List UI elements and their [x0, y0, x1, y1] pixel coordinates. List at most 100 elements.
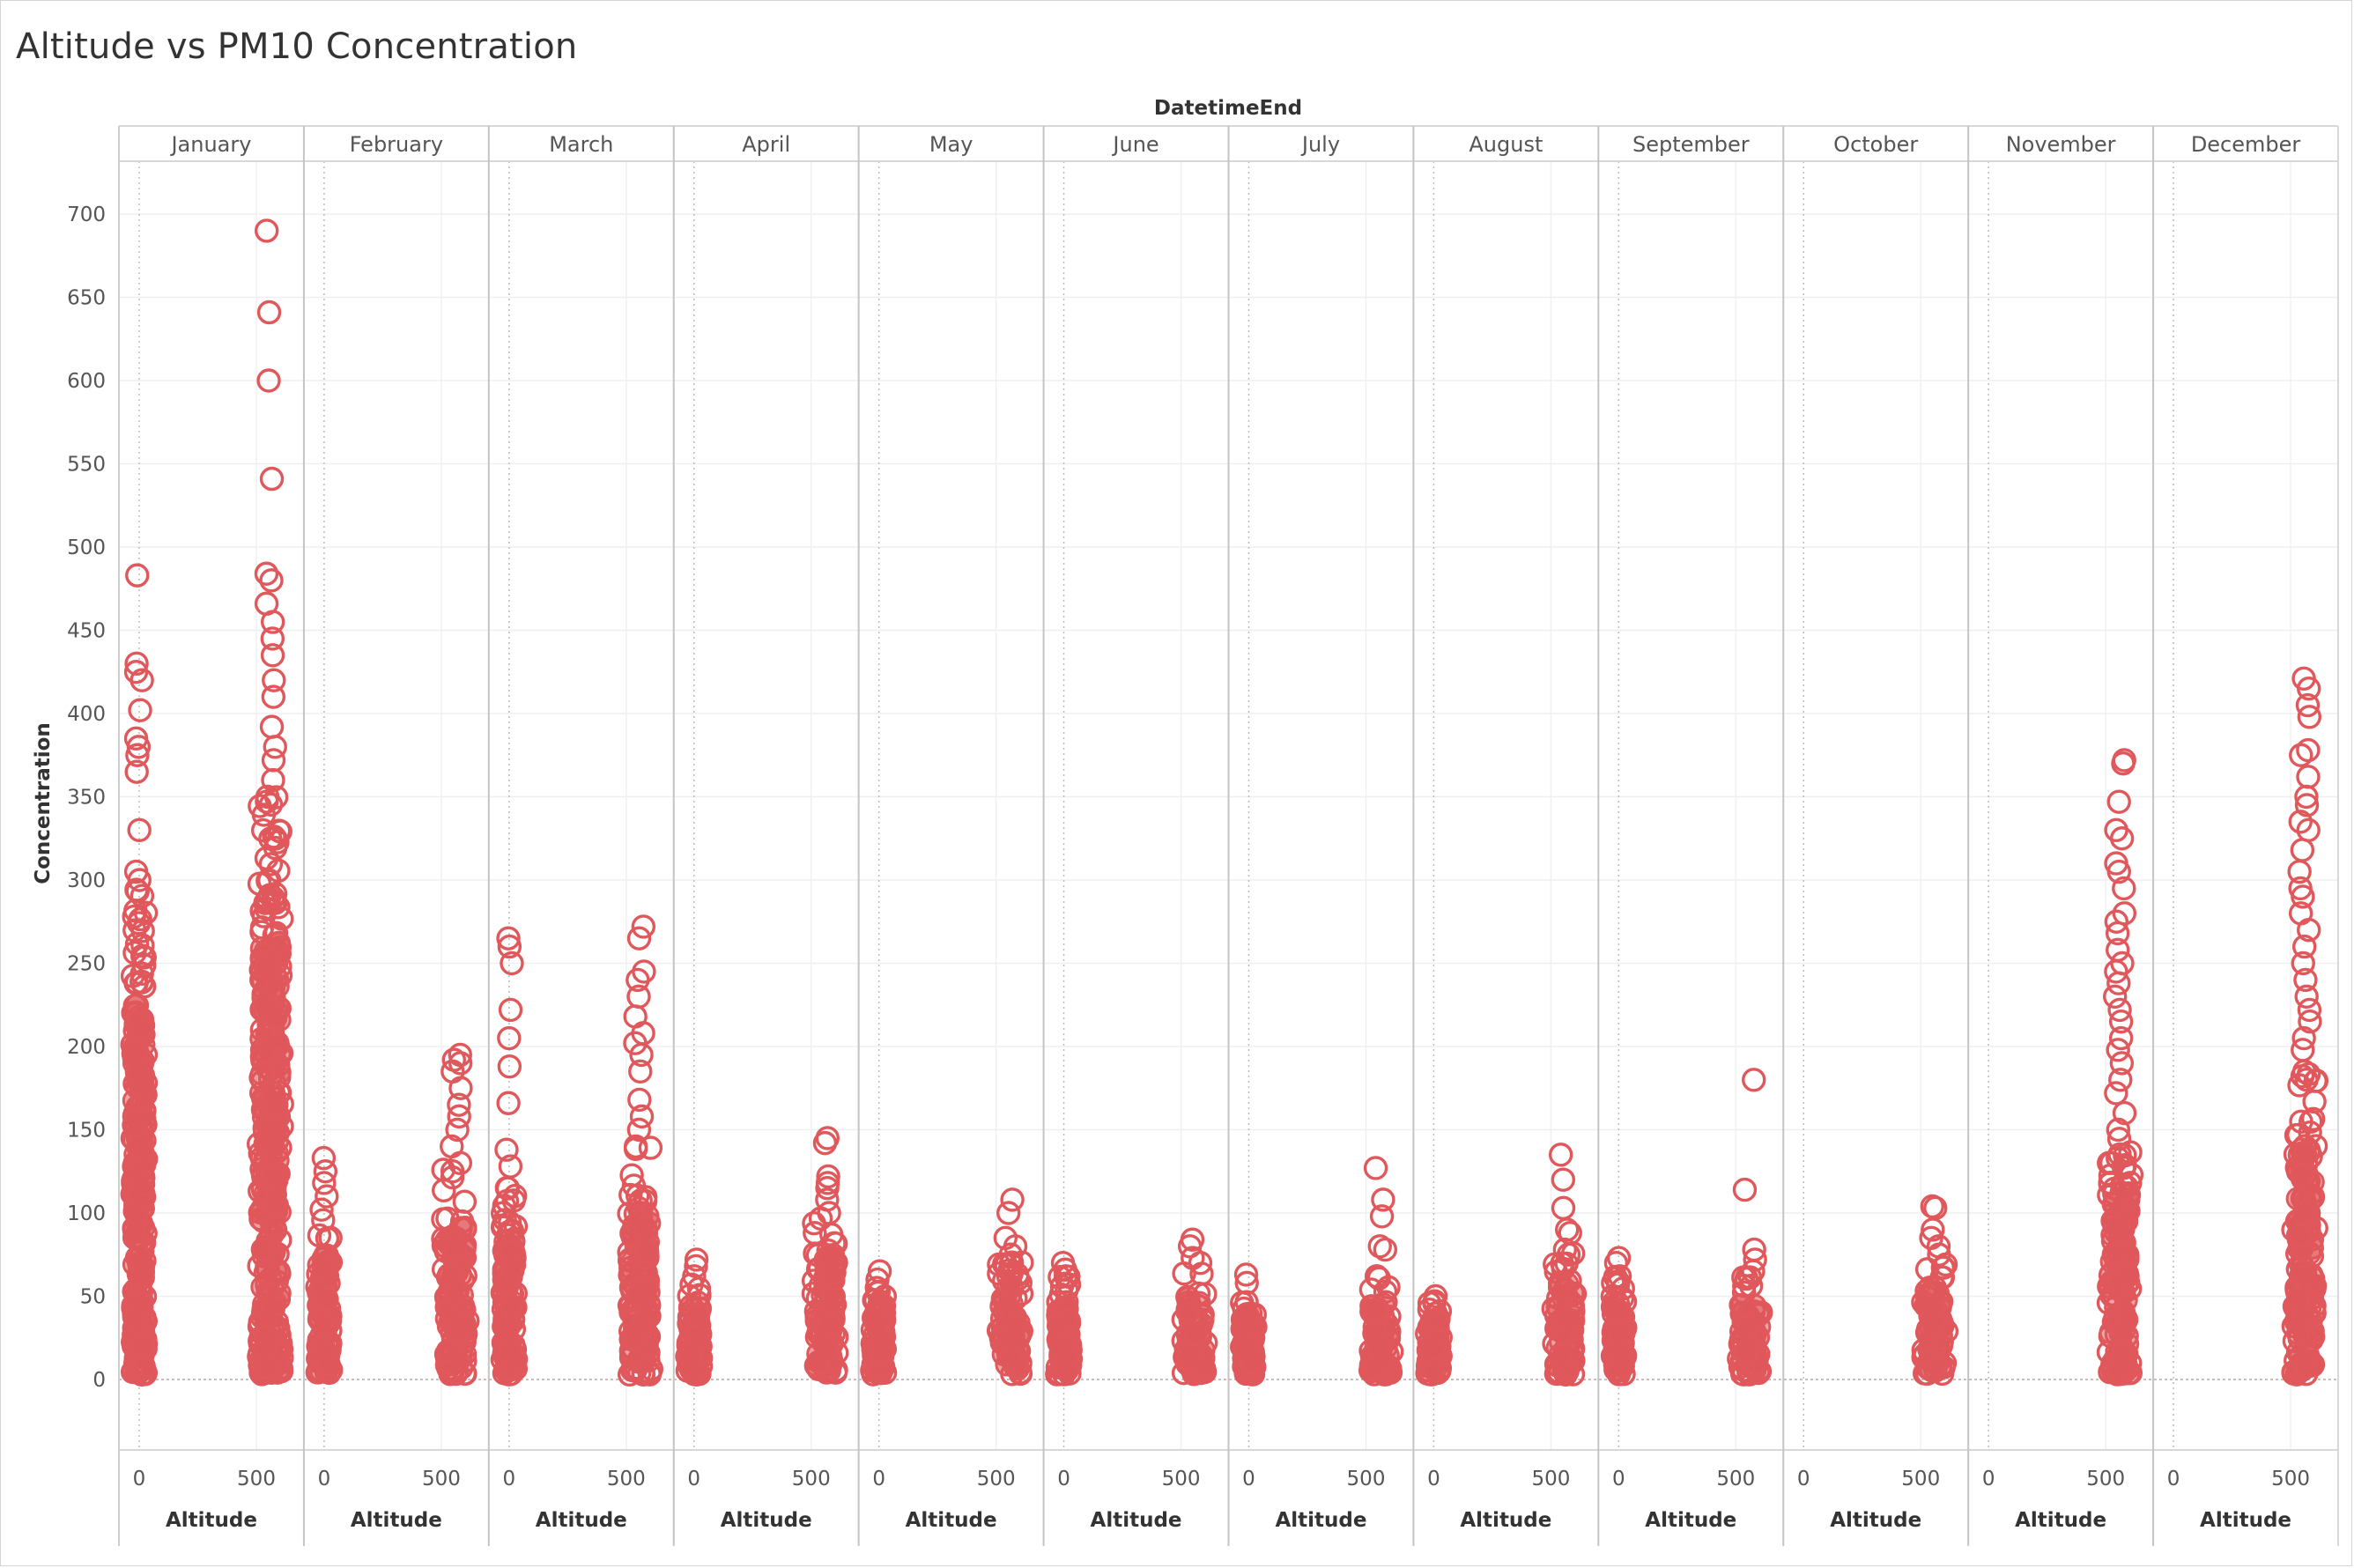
- data-point-outlier[interactable]: [2112, 876, 2136, 901]
- data-point-outlier[interactable]: [124, 759, 149, 784]
- data-point-outlier[interactable]: [2296, 917, 2321, 943]
- data-point[interactable]: [2300, 1106, 2326, 1132]
- data-point-outlier[interactable]: [260, 610, 285, 634]
- data-point-outlier[interactable]: [817, 1201, 841, 1225]
- data-point-outlier[interactable]: [996, 1201, 1021, 1225]
- data-point-outlier[interactable]: [1188, 1250, 1213, 1276]
- data-point-outlier[interactable]: [2109, 1051, 2135, 1076]
- data-point-outlier[interactable]: [261, 684, 286, 709]
- data-point[interactable]: [818, 1312, 843, 1336]
- data-point-outlier[interactable]: [864, 1276, 889, 1300]
- data-point[interactable]: [989, 1306, 1014, 1331]
- data-point-outlier[interactable]: [629, 1104, 655, 1129]
- data-point[interactable]: [2290, 1162, 2314, 1187]
- data-point[interactable]: [1241, 1350, 1266, 1374]
- data-point[interactable]: [311, 1208, 336, 1232]
- data-point[interactable]: [2293, 1202, 2318, 1226]
- data-point-outlier[interactable]: [447, 1092, 471, 1117]
- data-point-outlier[interactable]: [2293, 967, 2318, 993]
- data-point-outlier[interactable]: [1548, 1143, 1573, 1167]
- data-point-outlier[interactable]: [125, 563, 150, 588]
- data-point[interactable]: [122, 918, 147, 943]
- data-point-outlier[interactable]: [1607, 1264, 1632, 1289]
- data-point[interactable]: [127, 1244, 152, 1268]
- data-point-outlier[interactable]: [1371, 1187, 1395, 1212]
- data-point-outlier[interactable]: [259, 466, 285, 492]
- data-point[interactable]: [2285, 1287, 2310, 1312]
- data-point-outlier[interactable]: [260, 643, 285, 668]
- data-point-outlier[interactable]: [497, 1025, 522, 1051]
- data-point-outlier[interactable]: [1558, 1220, 1582, 1246]
- data-point-outlier[interactable]: [263, 735, 287, 759]
- data-point[interactable]: [638, 1135, 663, 1160]
- data-point-outlier[interactable]: [1233, 1262, 1259, 1287]
- data-point-outlier[interactable]: [128, 698, 152, 722]
- data-point-outlier[interactable]: [127, 868, 152, 892]
- data-point[interactable]: [2109, 1180, 2134, 1205]
- data-point-outlier[interactable]: [2289, 743, 2313, 767]
- data-point-outlier[interactable]: [254, 561, 279, 586]
- data-point-outlier[interactable]: [313, 1159, 338, 1184]
- data-point[interactable]: [1607, 1338, 1632, 1363]
- data-point-outlier[interactable]: [1364, 1264, 1389, 1289]
- data-point[interactable]: [1604, 1298, 1629, 1322]
- data-point[interactable]: [445, 1317, 470, 1342]
- data-point[interactable]: [128, 1291, 152, 1315]
- data-point-outlier[interactable]: [2112, 1100, 2137, 1126]
- data-point-outlier[interactable]: [2106, 789, 2131, 814]
- data-point[interactable]: [1735, 1315, 1759, 1340]
- data-point[interactable]: [1923, 1358, 1948, 1383]
- data-point-outlier[interactable]: [2291, 1059, 2317, 1084]
- data-point[interactable]: [2110, 1342, 2135, 1367]
- data-point-outlier[interactable]: [1363, 1156, 1388, 1180]
- data-point[interactable]: [1183, 1320, 1208, 1345]
- data-point[interactable]: [261, 1164, 285, 1188]
- data-point[interactable]: [316, 1352, 341, 1377]
- data-point[interactable]: [998, 1346, 1023, 1371]
- data-point-outlier[interactable]: [497, 1054, 522, 1079]
- data-point-outlier[interactable]: [130, 668, 154, 692]
- data-point[interactable]: [2106, 1127, 2132, 1151]
- data-point-outlier[interactable]: [448, 1051, 473, 1076]
- data-point[interactable]: [126, 1060, 151, 1084]
- data-point-outlier[interactable]: [2291, 1025, 2316, 1051]
- data-point[interactable]: [863, 1312, 888, 1336]
- data-point[interactable]: [1730, 1292, 1755, 1317]
- data-point[interactable]: [122, 904, 146, 929]
- data-point-outlier[interactable]: [445, 1117, 470, 1143]
- data-point-outlier[interactable]: [626, 1117, 652, 1143]
- data-point-outlier[interactable]: [1552, 1237, 1578, 1262]
- data-point-outlier[interactable]: [2297, 997, 2322, 1023]
- data-point[interactable]: [2298, 1109, 2323, 1134]
- data-point[interactable]: [1234, 1302, 1259, 1327]
- data-point-outlier[interactable]: [1742, 1068, 1766, 1092]
- data-point[interactable]: [2106, 1213, 2131, 1238]
- data-point-outlier[interactable]: [261, 767, 285, 793]
- data-point-outlier[interactable]: [1603, 1250, 1629, 1276]
- data-point-outlier[interactable]: [2287, 859, 2312, 884]
- data-point[interactable]: [131, 1172, 156, 1196]
- data-point[interactable]: [440, 1159, 465, 1184]
- data-point-outlier[interactable]: [1053, 1257, 1077, 1282]
- data-point-outlier[interactable]: [1234, 1270, 1259, 1296]
- data-point-outlier[interactable]: [2106, 1038, 2130, 1062]
- data-point[interactable]: [255, 869, 280, 893]
- data-point[interactable]: [262, 1081, 286, 1106]
- data-point[interactable]: [263, 1005, 288, 1030]
- data-point[interactable]: [254, 957, 278, 981]
- data-point[interactable]: [1605, 1358, 1630, 1383]
- data-point-outlier[interactable]: [498, 997, 523, 1023]
- data-point[interactable]: [436, 1338, 461, 1363]
- data-point[interactable]: [124, 931, 150, 957]
- data-point[interactable]: [440, 1165, 465, 1190]
- data-point[interactable]: [126, 1134, 151, 1158]
- data-point-outlier[interactable]: [2104, 1081, 2128, 1106]
- data-point[interactable]: [432, 1178, 456, 1202]
- data-point-outlier[interactable]: [2106, 1117, 2131, 1143]
- data-point-outlier[interactable]: [626, 926, 652, 950]
- data-point-outlier[interactable]: [998, 1242, 1024, 1267]
- data-point[interactable]: [1362, 1357, 1387, 1381]
- data-point-outlier[interactable]: [312, 1171, 337, 1195]
- data-point-outlier[interactable]: [256, 368, 281, 393]
- data-point[interactable]: [311, 1254, 336, 1278]
